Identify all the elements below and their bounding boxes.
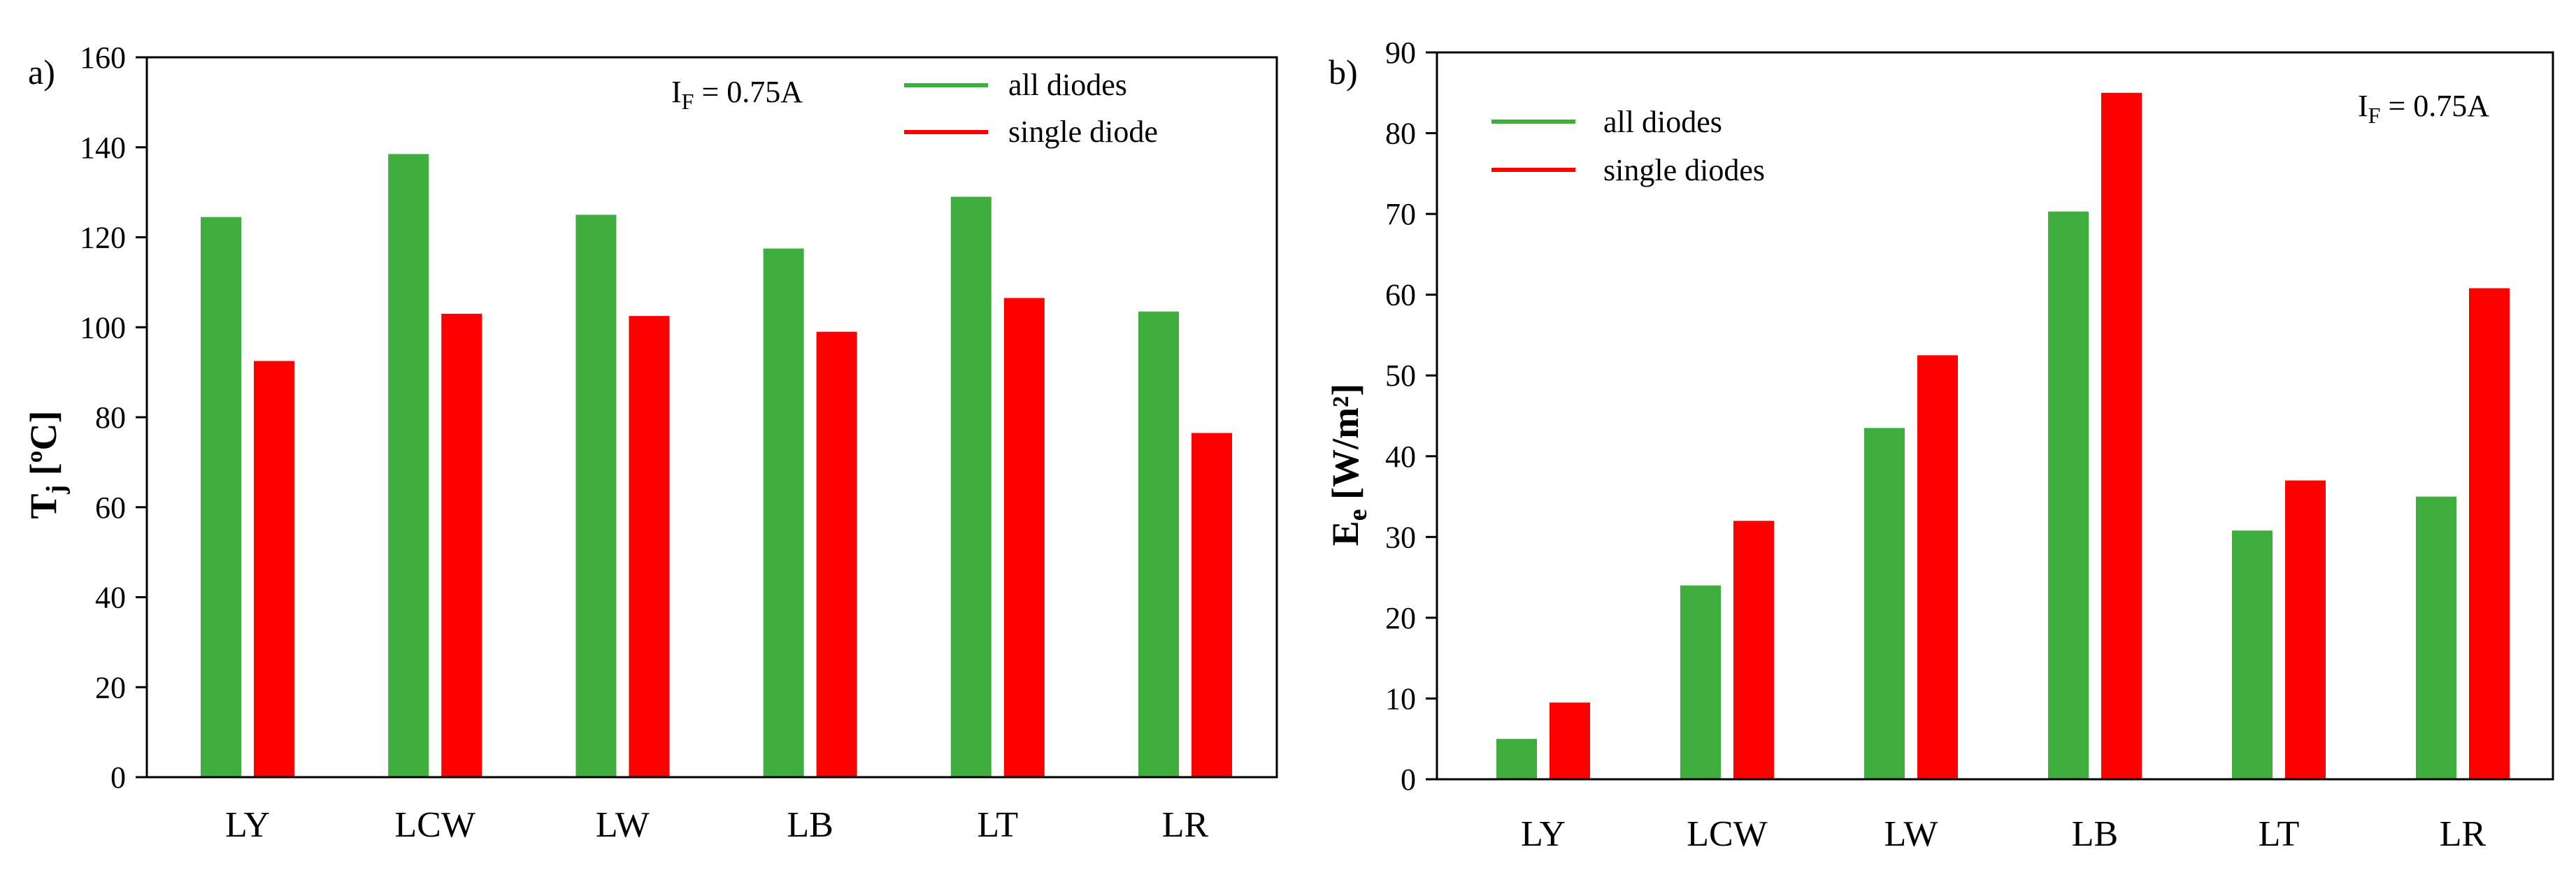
chart-a-xtick-label: LT [977,805,1018,845]
chart-a-annotation: IF = 0.75A [671,75,803,114]
chart-b-ytick-label: 40 [1385,440,1416,474]
chart-a-bar-all-lw [575,215,617,777]
chart-b-ytick-label: 50 [1385,359,1416,393]
chart-b-ytick-label: 90 [1385,36,1416,70]
chart-b: b) Ee [W/m²] 0 10 20 30 40 50 60 70 80 90 LY LCW LW… [1324,36,2554,854]
chart-a-bar-all-lr [1138,311,1179,777]
chart-a-xtick-label: LCW [394,805,475,845]
chart-b-xtick-label: LY [1521,814,1566,854]
chart-a-xtick-label: LR [1162,805,1209,845]
chart-b-bar-single-lr [2469,288,2510,779]
chart-b-ylabel-main: E [1324,521,1366,546]
chart-a-ytick-label: 0 [110,760,126,795]
chart-a-legend-label-single: single diode [1008,115,1158,149]
chart-a-ytick-label: 120 [80,221,126,255]
chart-b-ytick-label: 20 [1385,601,1416,635]
chart-a-bar-single-lb [816,331,857,777]
chart-b-bar-all-lw [1864,428,1905,779]
chart-b-bar-all-ly [1496,739,1537,779]
chart-a-annotation-sub: F [682,89,694,114]
chart-a-bar-all-ly [201,217,241,777]
chart-a-ylabel-sub: j [41,485,71,495]
chart-a-ytick-label: 40 [95,581,126,615]
chart-a-annotation-main: I [671,75,682,109]
chart-b-bars [1496,92,2510,780]
chart-b-bar-all-lt [2232,530,2273,779]
chart-b-panel-label: b) [1329,52,1358,92]
chart-b-xtick-label: LB [2072,814,2118,854]
chart-b-ylabel-unit: [W/m²] [1324,384,1366,509]
chart-a-bar-single-ly [254,361,294,777]
chart-b-bar-single-ly [1550,702,1590,779]
chart-a-legend: all diodes single diode [904,68,1158,149]
chart-a-bars [201,154,1232,777]
chart-a-legend-label-all: all diodes [1008,68,1127,102]
chart-b-x-labels: LY LCW LW LB LT LR [1521,814,2486,854]
chart-a-ytick-label: 20 [95,670,126,704]
chart-a-ylabel: Tj [ºC] [22,411,71,519]
chart-b-ytick-label: 0 [1401,762,1416,797]
chart-b-xtick-label: LT [2259,814,2300,854]
chart-b-y-ticks: 0 10 20 30 40 50 60 70 80 90 [1385,36,1437,797]
chart-b-bar-single-lcw [1733,521,1774,779]
chart-a-ylabel-unit: [ºC] [22,411,64,485]
chart-b-bar-all-lcw [1680,585,1721,779]
chart-b-ytick-label: 10 [1385,681,1416,716]
chart-b-annotation-rest: = 0.75A [2380,89,2489,123]
chart-a-annotation-rest: = 0.75A [694,75,803,109]
chart-b-annotation-sub: F [2368,103,2381,128]
chart-a-y-ticks: 0 20 40 60 80 100 120 140 160 [80,41,147,795]
chart-a-ylabel-main: T [22,493,64,519]
chart-b-ytick-label: 70 [1385,197,1416,231]
chart-b-bar-single-lt [2285,480,2326,779]
chart-b-annotation-main: I [2358,89,2368,123]
chart-b-plot-frame [1436,51,2554,781]
chart-a-xtick-label: LW [596,805,650,845]
chart-b-bar-all-lr [2416,496,2456,779]
chart-a-bar-all-lcw [388,154,429,777]
chart-a-plot-frame [145,56,1278,779]
chart-a-ytick-label: 60 [95,491,126,525]
chart-b-ytick-label: 30 [1385,520,1416,554]
chart-a-x-labels: LY LCW LW LB LT LR [225,805,1209,845]
chart-a-bar-all-lb [763,248,804,777]
chart-a-bar-single-lt [1003,298,1045,777]
chart-b-ytick-label: 80 [1385,117,1416,151]
chart-b-legend-label-all: all diodes [1603,105,1722,139]
chart-b-xtick-label: LCW [1687,814,1768,854]
chart-a-panel-label: a) [28,52,55,92]
chart-b-bar-all-lb [2048,211,2089,780]
chart-b-bar-single-lw [1917,355,1958,779]
chart-b-bar-single-lb [2101,92,2142,779]
chart-a-xtick-label: LY [225,805,270,845]
chart-a-ytick-label: 80 [95,400,126,435]
chart-a-ytick-label: 100 [80,310,126,345]
chart-a-bar-single-lr [1192,433,1232,777]
chart-b-legend-label-single: single diodes [1603,153,1765,187]
chart-a-bar-single-lcw [441,313,482,777]
chart-b-ytick-label: 60 [1385,278,1416,312]
chart-a-ytick-label: 140 [80,131,126,165]
chart-a: a) Tj [ºC] 0 20 40 60 80 100 120 140 160 LY LCW LW… [22,41,1278,845]
chart-b-ylabel-sub: e [1343,509,1373,521]
chart-b-ylabel: Ee [W/m²] [1324,384,1373,547]
chart-a-xtick-label: LB [787,805,833,845]
chart-b-xtick-label: LR [2440,814,2486,854]
chart-a-bar-all-lt [950,196,992,777]
chart-a-ytick-label: 160 [80,41,126,75]
chart-a-bar-single-lw [629,316,670,777]
chart-b-legend: all diodes single diodes [1491,105,1765,187]
chart-b-xtick-label: LW [1884,814,1938,854]
chart-b-annotation: IF = 0.75A [2358,89,2489,128]
